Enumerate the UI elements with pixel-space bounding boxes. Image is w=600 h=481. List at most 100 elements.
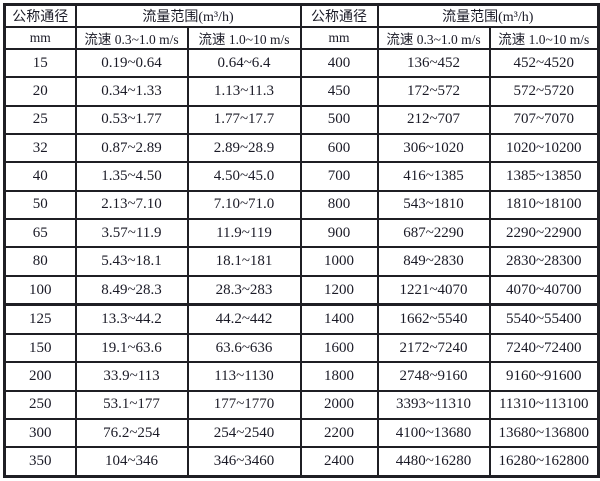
cell-diameter-left: 350 xyxy=(3,446,77,479)
cell-diameter-left: 250 xyxy=(3,389,77,420)
cell-flow-high-left: 44.2~442 xyxy=(186,303,302,335)
cell-flow-high-right: 11310~113100 xyxy=(488,389,600,420)
cell-flow-high-right: 4070~40700 xyxy=(488,274,600,306)
cell-flow-low-left: 13.3~44.2 xyxy=(74,303,189,335)
cell-diameter-right: 700 xyxy=(299,161,379,192)
cell-flow-high-left: 1.77~17.7 xyxy=(186,104,302,136)
cell-flow-high-right: 1020~10200 xyxy=(488,133,600,164)
table-row: 350 104~346 346~3460 2400 4480~16280 16280~16… xyxy=(3,446,600,479)
table-row: 15 0.19~0.64 0.64~6.4 400 136~452 452~4520 xyxy=(3,47,600,79)
cell-flow-low-right: 4480~16280 xyxy=(376,446,491,479)
header-velocity-low-right: 流速 0.3~1.0 m/s xyxy=(376,26,491,50)
cell-diameter-left: 300 xyxy=(3,417,77,449)
cell-diameter-right: 1800 xyxy=(299,361,379,392)
header-velocity-high-right: 流速 1.0~10 m/s xyxy=(488,26,600,50)
flow-range-table: 公称通径 流量范围(m³/h) 公称通径 流量范围(m³/h) mm 流速 0.… xyxy=(3,3,600,479)
cell-flow-low-left: 8.49~28.3 xyxy=(74,274,189,306)
header-unit-mm-right: mm xyxy=(299,26,379,50)
cell-flow-high-left: 346~3460 xyxy=(186,446,302,479)
table-row: 250 53.1~177 177~1770 2000 3393~11310 11310~1… xyxy=(3,389,600,420)
table-row: 150 19.1~63.6 63.6~636 1600 2172~7240 7240~72… xyxy=(3,332,600,364)
cell-flow-low-right: 212~707 xyxy=(376,104,491,136)
header-velocity-high-left: 流速 1.0~10 m/s xyxy=(186,26,302,50)
cell-flow-low-right: 4100~13680 xyxy=(376,417,491,449)
cell-diameter-left: 50 xyxy=(3,189,77,221)
table-body: 15 0.19~0.64 0.64~6.4 400 136~452 452~4520 20 0… xyxy=(3,47,600,479)
cell-flow-high-left: 254~2540 xyxy=(186,417,302,449)
cell-flow-low-right: 136~452 xyxy=(376,47,491,79)
table-row: 125 13.3~44.2 44.2~442 1400 1662~5540 5540~55… xyxy=(3,303,600,335)
cell-flow-high-right: 452~4520 xyxy=(488,47,600,79)
cell-diameter-right: 800 xyxy=(299,189,379,221)
cell-flow-high-left: 177~1770 xyxy=(186,389,302,420)
cell-diameter-left: 20 xyxy=(3,76,77,107)
cell-flow-high-left: 4.50~45.0 xyxy=(186,161,302,192)
cell-flow-high-right: 7240~72400 xyxy=(488,332,600,364)
cell-flow-high-left: 28.3~283 xyxy=(186,274,302,306)
table-row: 200 33.9~113 113~1130 1800 2748~9160 9160~916… xyxy=(3,361,600,392)
cell-flow-high-right: 5540~55400 xyxy=(488,303,600,335)
cell-flow-low-left: 0.34~1.33 xyxy=(74,76,189,107)
cell-flow-low-left: 0.53~1.77 xyxy=(74,104,189,136)
table-row: 80 5.43~18.1 18.1~181 1000 849~2830 2830~2830… xyxy=(3,246,600,277)
cell-flow-low-right: 416~1385 xyxy=(376,161,491,192)
cell-flow-low-right: 3393~11310 xyxy=(376,389,491,420)
cell-flow-high-right: 13680~136800 xyxy=(488,417,600,449)
cell-flow-low-right: 1662~5540 xyxy=(376,303,491,335)
header-diameter-right: 公称通径 xyxy=(299,3,379,28)
cell-flow-high-right: 2290~22900 xyxy=(488,218,600,249)
header-unit-mm-left: mm xyxy=(3,26,77,50)
header-row-main: 公称通径 流量范围(m³/h) 公称通径 流量范围(m³/h) xyxy=(3,3,600,28)
cell-diameter-left: 65 xyxy=(3,218,77,249)
cell-diameter-right: 500 xyxy=(299,104,379,136)
cell-flow-high-left: 18.1~181 xyxy=(186,246,302,277)
cell-flow-low-right: 306~1020 xyxy=(376,133,491,164)
cell-diameter-right: 400 xyxy=(299,47,379,79)
cell-diameter-right: 1600 xyxy=(299,332,379,364)
cell-diameter-left: 150 xyxy=(3,332,77,364)
cell-flow-low-right: 2172~7240 xyxy=(376,332,491,364)
cell-flow-high-left: 7.10~71.0 xyxy=(186,189,302,221)
cell-flow-high-left: 2.89~28.9 xyxy=(186,133,302,164)
table-row: 300 76.2~254 254~2540 2200 4100~13680 13680~1… xyxy=(3,417,600,449)
cell-diameter-right: 1200 xyxy=(299,274,379,306)
cell-flow-low-right: 172~572 xyxy=(376,76,491,107)
cell-diameter-left: 100 xyxy=(3,274,77,306)
cell-flow-high-right: 1385~13850 xyxy=(488,161,600,192)
cell-diameter-right: 2400 xyxy=(299,446,379,479)
cell-flow-low-right: 1221~4070 xyxy=(376,274,491,306)
cell-diameter-left: 40 xyxy=(3,161,77,192)
cell-diameter-left: 32 xyxy=(3,133,77,164)
cell-diameter-right: 450 xyxy=(299,76,379,107)
table-row: 100 8.49~28.3 28.3~283 1200 1221~4070 4070~40… xyxy=(3,274,600,306)
cell-flow-low-right: 687~2290 xyxy=(376,218,491,249)
cell-flow-high-right: 2830~28300 xyxy=(488,246,600,277)
table-row: 32 0.87~2.89 2.89~28.9 600 306~1020 1020~1020… xyxy=(3,133,600,164)
cell-diameter-right: 1000 xyxy=(299,246,379,277)
cell-flow-low-left: 76.2~254 xyxy=(74,417,189,449)
cell-diameter-right: 2000 xyxy=(299,389,379,420)
cell-flow-low-left: 19.1~63.6 xyxy=(74,332,189,364)
cell-flow-high-left: 1.13~11.3 xyxy=(186,76,302,107)
cell-flow-high-left: 0.64~6.4 xyxy=(186,47,302,79)
cell-diameter-right: 1400 xyxy=(299,303,379,335)
table-row: 20 0.34~1.33 1.13~11.3 450 172~572 572~5720 xyxy=(3,76,600,107)
cell-flow-high-left: 63.6~636 xyxy=(186,332,302,364)
header-diameter-left: 公称通径 xyxy=(3,3,77,28)
cell-diameter-left: 25 xyxy=(3,104,77,136)
cell-flow-low-left: 2.13~7.10 xyxy=(74,189,189,221)
cell-diameter-right: 600 xyxy=(299,133,379,164)
cell-flow-high-right: 16280~162800 xyxy=(488,446,600,479)
cell-flow-high-left: 113~1130 xyxy=(186,361,302,392)
header-flow-range-right: 流量范围(m³/h) xyxy=(376,3,600,28)
cell-flow-low-right: 543~1810 xyxy=(376,189,491,221)
cell-flow-low-left: 0.19~0.64 xyxy=(74,47,189,79)
header-velocity-low-left: 流速 0.3~1.0 m/s xyxy=(74,26,189,50)
table-row: 65 3.57~11.9 11.9~119 900 687~2290 2290~22900 xyxy=(3,218,600,249)
cell-flow-high-right: 572~5720 xyxy=(488,76,600,107)
cell-flow-high-right: 9160~91600 xyxy=(488,361,600,392)
cell-flow-high-right: 707~7070 xyxy=(488,104,600,136)
cell-flow-low-left: 104~346 xyxy=(74,446,189,479)
cell-diameter-left: 80 xyxy=(3,246,77,277)
table-row: 25 0.53~1.77 1.77~17.7 500 212~707 707~7070 xyxy=(3,104,600,136)
